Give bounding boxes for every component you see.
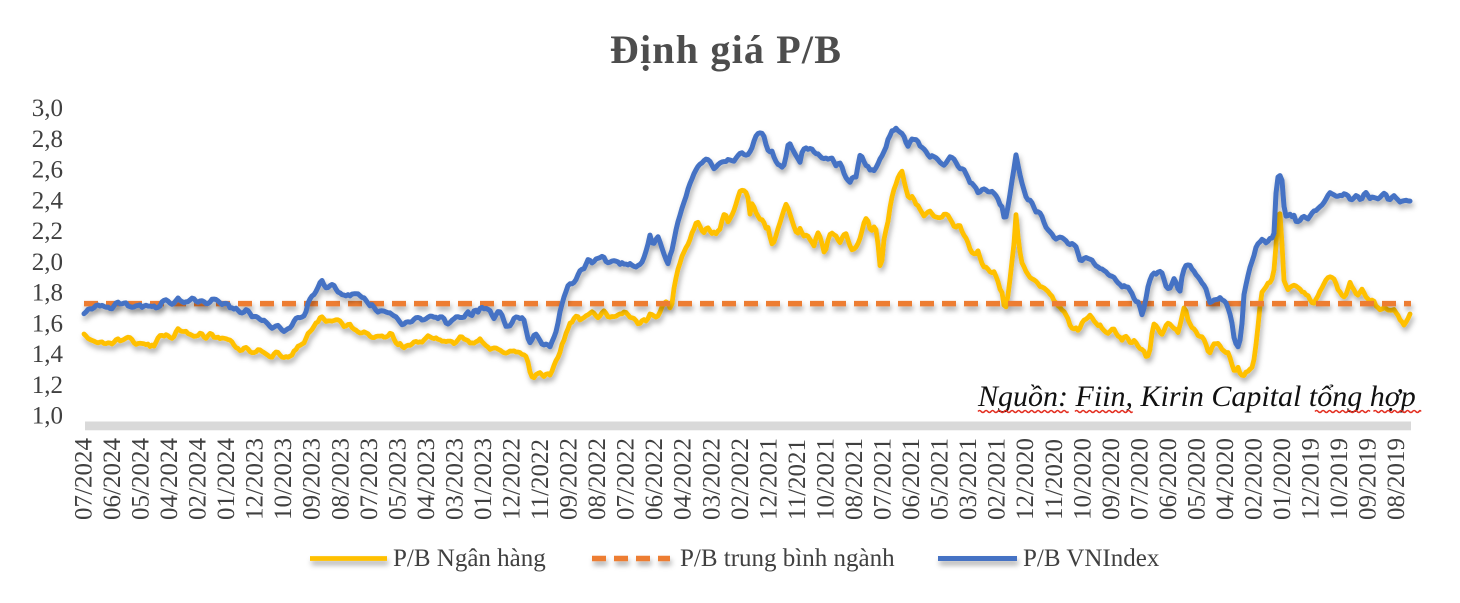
svg-text:2,8: 2,8 [32,126,63,153]
svg-text:04/2023: 04/2023 [413,438,440,520]
svg-text:02/2020: 02/2020 [1241,438,1268,520]
svg-text:06/2020: 06/2020 [1155,438,1182,520]
svg-text:03/2021: 03/2021 [955,438,982,520]
svg-text:07/2022: 07/2022 [613,438,640,520]
svg-text:12/2019: 12/2019 [1298,438,1325,520]
svg-text:09/2020: 09/2020 [1098,438,1125,520]
svg-text:07/2024: 07/2024 [70,438,97,520]
svg-text:05/2021: 05/2021 [927,438,954,520]
svg-text:01/2023: 01/2023 [470,438,497,520]
svg-text:05/2024: 05/2024 [128,438,155,520]
svg-text:Định giá P/B: Định giá P/B [610,27,842,72]
svg-text:2,4: 2,4 [32,187,64,214]
svg-text:07/2021: 07/2021 [870,438,897,520]
svg-text:1,2: 1,2 [32,372,63,399]
svg-text:11/2021: 11/2021 [784,439,811,520]
svg-text:P/B VNIndex: P/B VNIndex [1023,545,1160,572]
svg-text:08/2023: 08/2023 [327,438,354,520]
svg-text:2,0: 2,0 [32,249,63,276]
svg-text:02/2022: 02/2022 [727,438,754,520]
svg-text:06/2024: 06/2024 [99,438,126,520]
svg-text:1,0: 1,0 [32,403,63,430]
svg-text:01/2020: 01/2020 [1269,438,1296,520]
svg-text:06/2021: 06/2021 [898,438,925,520]
svg-text:3,0: 3,0 [32,95,63,122]
svg-text:1,6: 1,6 [32,310,63,337]
svg-text:02/2024: 02/2024 [185,438,212,520]
svg-text:07/2023: 07/2023 [356,438,383,520]
svg-text:12/2022: 12/2022 [499,438,526,520]
svg-text:08/2021: 08/2021 [841,438,868,520]
svg-text:04/2020: 04/2020 [1212,438,1239,520]
svg-text:1,8: 1,8 [32,280,63,307]
svg-text:03/2023: 03/2023 [441,438,468,520]
svg-text:11/2020: 11/2020 [1041,439,1068,520]
svg-text:05/2023: 05/2023 [384,438,411,520]
svg-text:09/2023: 09/2023 [299,438,326,520]
svg-text:02/2021: 02/2021 [984,438,1011,520]
svg-text:09/2019: 09/2019 [1355,438,1382,520]
svg-text:10/2021: 10/2021 [812,438,839,520]
svg-text:05/2020: 05/2020 [1184,438,1211,520]
svg-text:04/2024: 04/2024 [156,438,183,520]
svg-text:09/2022: 09/2022 [556,438,583,520]
svg-text:07/2020: 07/2020 [1126,438,1153,520]
svg-text:12/2023: 12/2023 [242,438,269,520]
svg-text:12/2020: 12/2020 [1012,438,1039,520]
svg-text:08/2022: 08/2022 [584,438,611,520]
svg-text:12/2021: 12/2021 [755,438,782,520]
svg-text:10/2023: 10/2023 [270,438,297,520]
svg-text:Nguồn: Fiin, Kirin Capital tổn: Nguồn: Fiin, Kirin Capital tổng hợp [977,380,1416,413]
svg-text:06/2022: 06/2022 [641,438,668,520]
svg-text:2,2: 2,2 [32,218,63,245]
svg-text:2,6: 2,6 [32,157,63,184]
svg-text:08/2019: 08/2019 [1383,438,1410,520]
svg-text:04/2022: 04/2022 [670,438,697,520]
svg-text:10/2020: 10/2020 [1069,438,1096,520]
svg-text:01/2024: 01/2024 [213,438,240,520]
svg-text:10/2019: 10/2019 [1326,438,1353,520]
svg-text:1,4: 1,4 [32,341,64,368]
svg-text:P/B trung bình ngành: P/B trung bình ngành [680,545,895,572]
svg-text:11/2022: 11/2022 [527,439,554,520]
svg-text:03/2022: 03/2022 [698,438,725,520]
svg-text:P/B Ngân hàng: P/B Ngân hàng [393,545,546,572]
